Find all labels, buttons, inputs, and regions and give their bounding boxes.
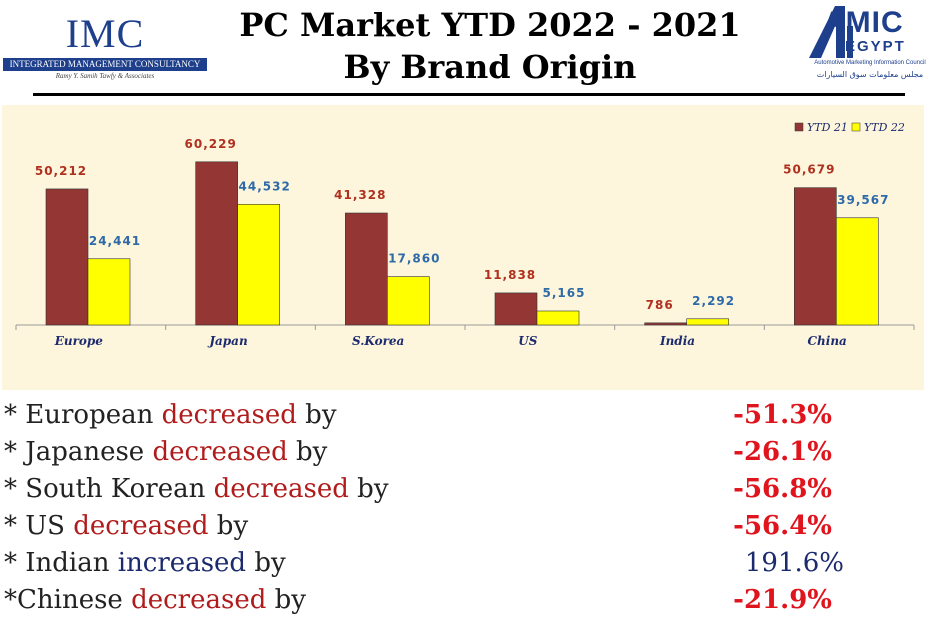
stat-value: -56.4% bbox=[733, 511, 832, 541]
bar-ytd-22 bbox=[387, 276, 430, 326]
stat-label: * Japanese decreased by bbox=[4, 434, 327, 470]
amic-logo-text: AMIC bbox=[823, 6, 904, 39]
data-label: 50,679 bbox=[783, 163, 835, 177]
bar-ytd-21 bbox=[494, 292, 538, 326]
stat-value: 191.6% bbox=[744, 548, 844, 578]
stat-suffix: by bbox=[266, 585, 306, 615]
legend-label: YTD 22 bbox=[864, 121, 905, 134]
x-tick-label: India bbox=[659, 334, 695, 348]
stat-value: -26.1% bbox=[733, 437, 832, 467]
stat-suffix: by bbox=[208, 511, 249, 541]
data-label: 39,567 bbox=[837, 193, 889, 207]
bar-chart-panel: 50,212 24,441 Europe 60,229 44,532 Japan 41,32… bbox=[2, 105, 924, 390]
stat-prefix: * Indian bbox=[4, 548, 118, 578]
data-label: 24,441 bbox=[89, 234, 141, 248]
legend-label: YTD 21 bbox=[807, 121, 848, 134]
stat-prefix: * Japanese bbox=[4, 437, 153, 467]
stat-label: *Chinese decreased by bbox=[4, 582, 306, 618]
x-tick-label: Japan bbox=[207, 334, 247, 348]
x-tick-label: US bbox=[518, 334, 537, 348]
bar-ytd-21 bbox=[794, 187, 837, 326]
x-tick-label: Europe bbox=[54, 334, 104, 348]
bar-ytd-22 bbox=[686, 318, 729, 326]
stat-prefix: * US bbox=[4, 511, 74, 541]
stat-row-europe: * European decreased by -51.3% bbox=[4, 397, 904, 433]
stat-suffix: by bbox=[246, 548, 286, 578]
data-label: 11,838 bbox=[484, 268, 536, 282]
stat-value: -51.3% bbox=[733, 400, 832, 430]
stat-prefix: * European bbox=[4, 400, 162, 430]
stat-verb: decreased bbox=[152, 437, 288, 467]
stat-label: * Indian increased by bbox=[4, 545, 286, 581]
stat-row-japan: * Japanese decreased by -26.1% bbox=[4, 434, 904, 470]
legend-swatch bbox=[794, 122, 804, 132]
page-title: PC Market YTD 2022 - 2021 bbox=[239, 6, 741, 44]
legend-swatch bbox=[851, 122, 861, 132]
stat-label: * US decreased by bbox=[4, 508, 248, 544]
stat-label: * European decreased by bbox=[4, 397, 337, 433]
bar-ytd-21 bbox=[345, 212, 388, 326]
stat-row-us: * US decreased by -56.4% bbox=[4, 508, 904, 544]
stat-value: -56.8% bbox=[733, 474, 832, 504]
bar-chart: 50,212 24,441 Europe 60,229 44,532 Japan 41,32… bbox=[15, 121, 915, 348]
data-label: 5,165 bbox=[543, 286, 586, 300]
stat-row-south-korea: * South Korean decreased by -56.8% bbox=[4, 471, 904, 507]
stat-prefix: *Chinese bbox=[4, 585, 132, 615]
bar-ytd-22 bbox=[87, 258, 131, 326]
bar-ytd-22 bbox=[237, 204, 280, 326]
data-label: 50,212 bbox=[35, 164, 87, 178]
stat-row-india: * Indian increased by 191.6% bbox=[4, 545, 904, 581]
stat-verb: decreased bbox=[131, 585, 267, 615]
stat-row-china: *Chinese decreased by -21.9% bbox=[4, 582, 904, 618]
bar-ytd-21 bbox=[195, 161, 238, 326]
stat-verb: decreased bbox=[161, 400, 297, 430]
bar-ytd-21 bbox=[45, 188, 89, 326]
amic-logo-arabic: مجلس معلومات سوق السيارات bbox=[816, 70, 924, 79]
stat-value: -21.9% bbox=[733, 585, 832, 615]
imc-logo-tagline: Ramy Y. Samih Tawfy & Associates bbox=[55, 72, 155, 80]
bar-ytd-21 bbox=[644, 322, 687, 326]
stat-verb: decreased bbox=[73, 511, 209, 541]
stat-prefix: * South Korean bbox=[4, 474, 214, 504]
amic-logo: AMIC EGYPT Automotive Marketing Informat… bbox=[805, 4, 935, 84]
amic-logo-sub: EGYPT bbox=[845, 38, 906, 55]
amic-logo-mark-icon bbox=[809, 6, 853, 58]
data-label: 2,292 bbox=[692, 294, 735, 308]
data-label: 786 bbox=[646, 298, 674, 312]
data-label: 44,532 bbox=[239, 179, 291, 193]
imc-logo-text: IMC bbox=[65, 11, 145, 56]
bar-ytd-22 bbox=[536, 310, 580, 326]
data-label: 41,328 bbox=[334, 188, 386, 202]
stat-suffix: by bbox=[348, 474, 389, 504]
stat-suffix: by bbox=[296, 400, 337, 430]
stat-label: * South Korean decreased by bbox=[4, 471, 389, 507]
stat-verb: decreased bbox=[213, 474, 349, 504]
data-label: 17,860 bbox=[388, 252, 440, 266]
x-tick-label: China bbox=[807, 334, 846, 348]
bar-ytd-22 bbox=[836, 217, 879, 326]
title-divider bbox=[33, 93, 905, 96]
imc-logo: IMC INTEGRATED MANAGEMENT CONSULTANCY Ra… bbox=[3, 10, 207, 80]
amic-logo-english: Automotive Marketing Information Council bbox=[814, 60, 926, 66]
stat-suffix: by bbox=[287, 437, 328, 467]
data-label: 60,229 bbox=[185, 137, 237, 151]
stat-verb: increased bbox=[117, 548, 247, 578]
page-subtitle: By Brand Origin bbox=[343, 48, 637, 86]
imc-logo-bar: INTEGRATED MANAGEMENT CONSULTANCY bbox=[3, 58, 207, 71]
x-tick-label: S.Korea bbox=[352, 334, 404, 348]
